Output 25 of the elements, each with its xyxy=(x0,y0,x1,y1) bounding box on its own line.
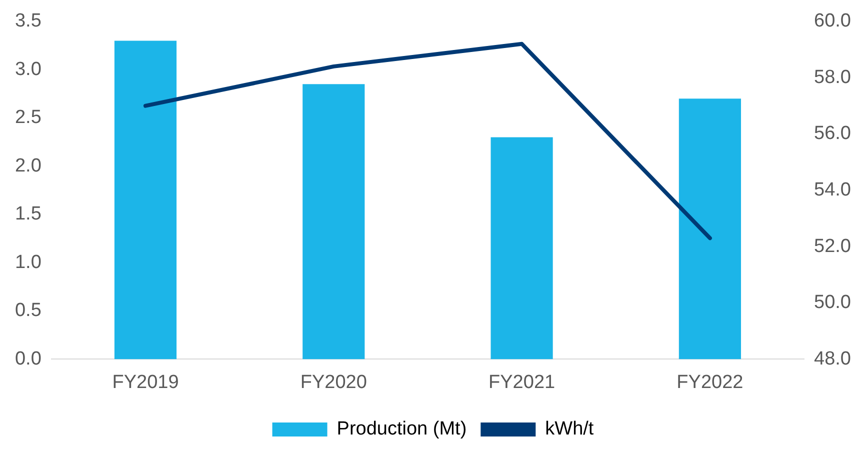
y2-tick-label: 58.0 xyxy=(814,66,852,88)
x-tick-label: FY2021 xyxy=(488,372,556,393)
y-tick-label: 2.0 xyxy=(14,155,42,176)
bar xyxy=(490,137,553,360)
x-tick-label: FY2019 xyxy=(112,372,179,393)
y-tick-label: 1.5 xyxy=(14,204,42,225)
y2-tick-label: 48.0 xyxy=(814,348,852,370)
bar xyxy=(114,40,177,360)
y-tick-label: 0.0 xyxy=(14,348,42,370)
legend-label: Production (Mt) xyxy=(336,418,467,440)
legend-label: kWh/t xyxy=(545,418,594,440)
y2-tick-label: 56.0 xyxy=(814,123,852,144)
y2-tick-label: 54.0 xyxy=(814,180,852,201)
x-tick-label: FY2020 xyxy=(300,372,367,393)
y-tick-label: 3.5 xyxy=(14,10,42,32)
bar xyxy=(678,98,741,360)
y-tick-label: 1.0 xyxy=(14,252,42,273)
y-tick-label: 2.5 xyxy=(14,107,42,128)
y2-tick-label: 60.0 xyxy=(814,10,852,32)
y-tick-label: 0.5 xyxy=(14,300,42,322)
y2-tick-label: 50.0 xyxy=(814,292,852,314)
bar xyxy=(302,84,365,360)
y2-tick-label: 52.0 xyxy=(814,236,852,257)
y-tick-label: 3.0 xyxy=(14,58,42,80)
x-tick-label: FY2022 xyxy=(676,372,744,393)
